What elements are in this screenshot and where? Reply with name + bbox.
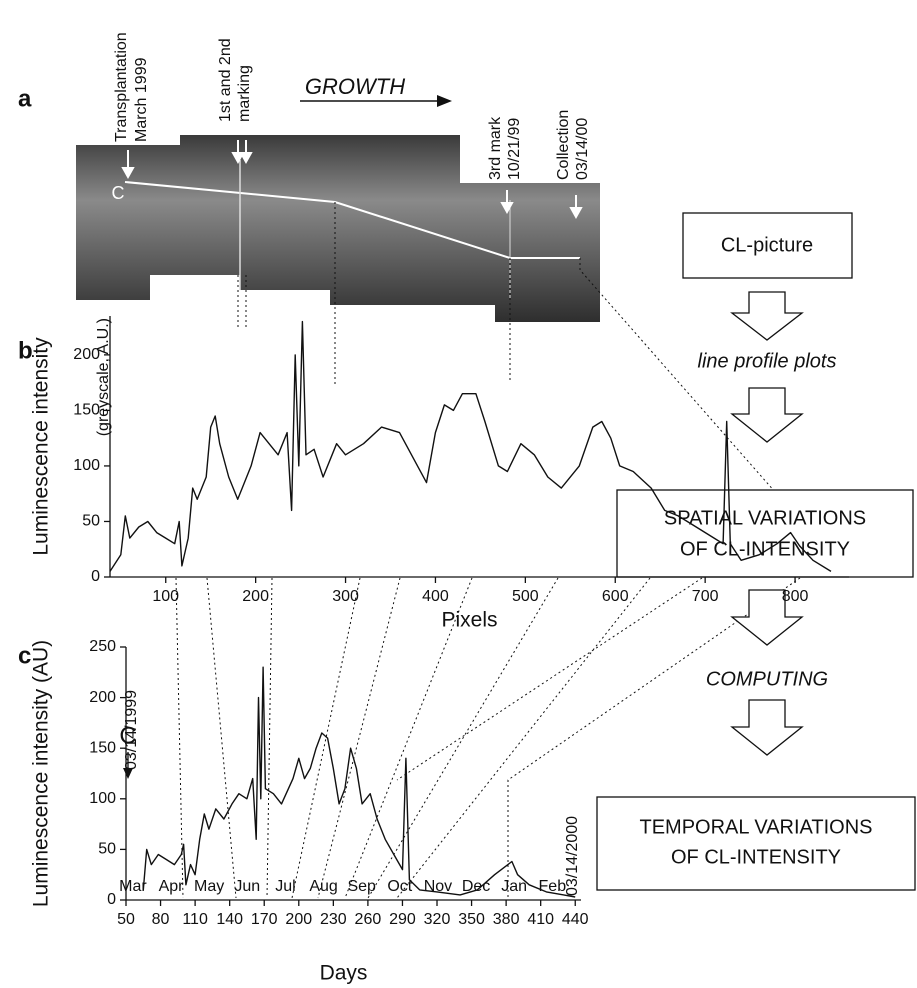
photo-annotation: marking [236, 65, 253, 122]
connectors [175, 202, 849, 899]
y-tick-label: 50 [98, 841, 116, 858]
flow-box: OF CL-INTENSITY [680, 538, 850, 560]
x-tick-label: 200 [242, 588, 269, 605]
data-line [109, 320, 832, 572]
flow-step: line profile plots [698, 350, 837, 372]
photo-annotation: 3rd mark [487, 116, 504, 180]
flow-arrows [596, 212, 916, 891]
start-label: 03/14/1999 [123, 690, 140, 770]
month-label: Jul [275, 878, 295, 895]
x-tick-label: 80 [152, 911, 170, 928]
x-tick-label: 140 [216, 911, 243, 928]
flow-box: OF CL-INTENSITY [671, 846, 841, 868]
y-axis-label: Luminescence intensity [30, 337, 53, 556]
end-label: 03/14/2000 [564, 816, 581, 896]
y-tick-label: 200 [73, 346, 100, 363]
y-tick-label: 0 [107, 891, 116, 908]
y-tick-label: 150 [73, 402, 100, 419]
month-label: Sep [347, 878, 376, 895]
data-line [142, 666, 576, 898]
month-label: Dec [462, 878, 490, 895]
y-axis-label: Luminescence intensity (AU) [30, 640, 53, 907]
x-tick-label: 440 [562, 911, 589, 928]
month-label: May [194, 878, 224, 895]
photo-annotation: 10/21/99 [506, 118, 523, 180]
y-tick-label: 0 [91, 568, 100, 585]
x-tick-label: 350 [458, 911, 485, 928]
photo [76, 95, 600, 322]
photo-annotation: 03/14/00 [574, 118, 591, 180]
photo-annotation: Transplantation [113, 32, 130, 142]
x-tick-label: 110 [182, 911, 208, 928]
start-marker: C [119, 722, 136, 749]
photo-annotation: Collection [555, 110, 572, 180]
marker-arrowhead [123, 768, 133, 779]
flow-box: TEMPORAL VARIATIONS [640, 816, 873, 838]
growth-label: GROWTH [305, 74, 405, 99]
x-tick-label: 300 [332, 588, 359, 605]
panel-label: a [18, 85, 32, 112]
x-tick-label: 500 [512, 588, 539, 605]
x-tick-label: 260 [355, 911, 382, 928]
month-label: Apr [159, 878, 185, 895]
x-tick-label: 290 [389, 911, 416, 928]
x-axis-label: Pixels [441, 609, 497, 632]
x-tick-label: 50 [117, 911, 135, 928]
x-tick-label: 400 [422, 588, 449, 605]
y-axis-note: (greyscale, A.U.) [95, 318, 112, 436]
y-tick-label: 100 [89, 790, 116, 807]
x-tick-label: 410 [527, 911, 554, 928]
y-tick-label: 50 [82, 513, 100, 530]
x-tick-label: 800 [782, 588, 809, 605]
photo-annotation: 1st and 2nd [217, 38, 234, 122]
x-tick-label: 380 [493, 911, 520, 928]
x-tick-label: 230 [320, 911, 347, 928]
flow-step: COMPUTING [706, 668, 828, 690]
x-tick-label: 600 [602, 588, 629, 605]
y-tick-label: 150 [89, 739, 116, 756]
flow-box: SPATIAL VARIATIONS [664, 507, 866, 529]
x-axis-label: Days [320, 962, 368, 985]
x-tick-label: 170 [251, 911, 278, 928]
month-label: Jun [234, 878, 260, 895]
month-label: Jan [501, 878, 527, 895]
y-tick-label: 100 [73, 457, 100, 474]
x-tick-label: 700 [692, 588, 719, 605]
x-tick-label: 100 [152, 588, 179, 605]
x-tick-label: 320 [424, 911, 451, 928]
photo-marker: C [112, 183, 125, 203]
month-label: Oct [387, 878, 412, 895]
x-tick-label: 200 [285, 911, 312, 928]
month-label: Aug [309, 878, 337, 895]
panel-label: b [18, 337, 33, 364]
flow-box: CL-picture [721, 234, 813, 256]
panel-label: c [18, 642, 31, 669]
y-tick-label: 250 [89, 638, 116, 655]
month-label: Mar [119, 878, 147, 895]
photo-annotation: March 1999 [133, 57, 150, 142]
y-tick-label: 200 [89, 689, 116, 706]
